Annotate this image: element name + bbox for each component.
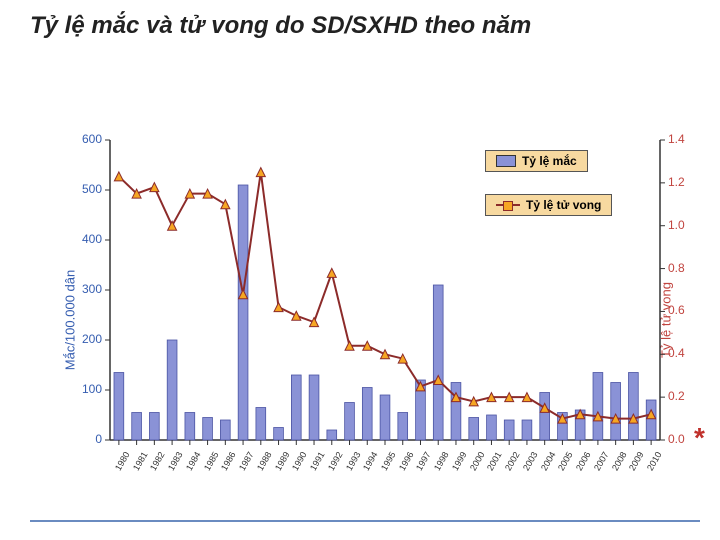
annotation-star: * — [694, 422, 705, 454]
legend-label: Tỷ lệ mắc — [522, 154, 577, 168]
legend-swatch — [496, 155, 516, 167]
legend-bar: Tỷ lệ mắc — [485, 150, 588, 172]
chart-container: Mắc/100.000 dân Tỷ lệ tử vong 0100200300… — [20, 130, 700, 510]
page-title: Tỷ lệ mắc và tử vong do SD/SXHD theo năm — [30, 12, 531, 40]
legend-line: Tỷ lệ tử vong — [485, 194, 612, 216]
legend-swatch — [496, 204, 520, 206]
footer-divider — [30, 520, 700, 522]
legend-label: Tỷ lệ tử vong — [526, 198, 601, 212]
